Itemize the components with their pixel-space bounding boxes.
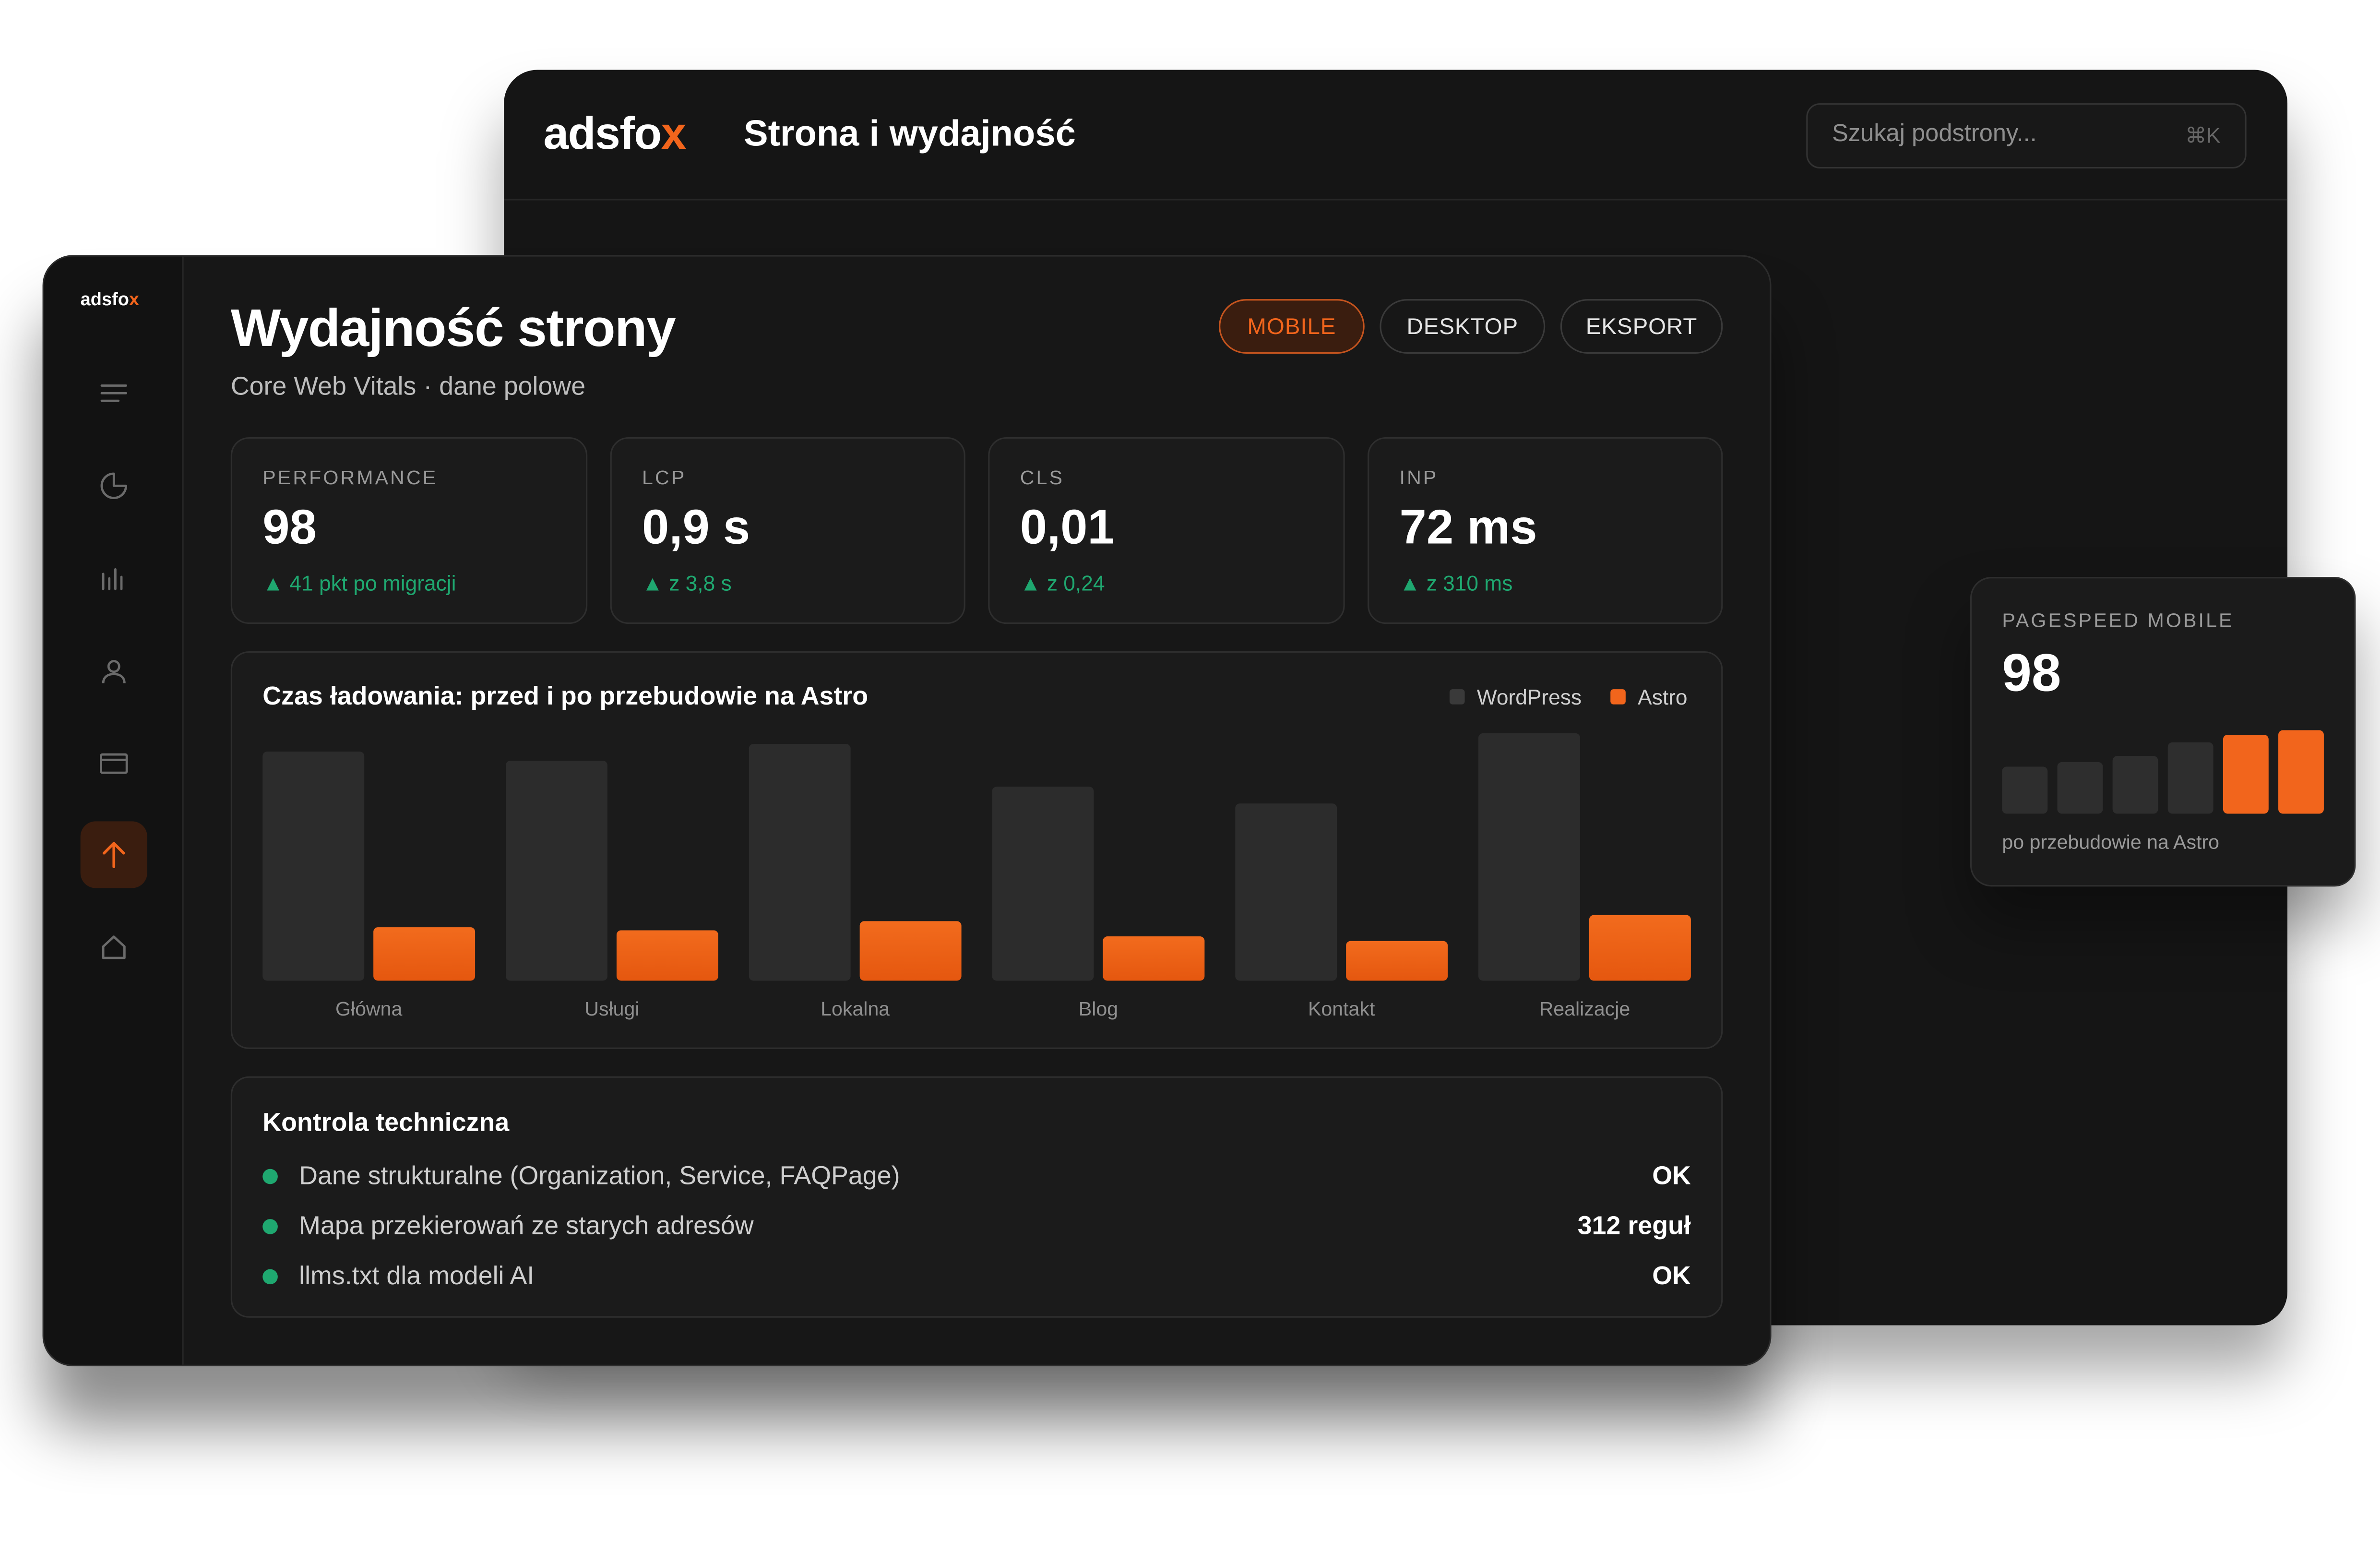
chart-title: Czas ładowania: przed i po przebudowie n… xyxy=(262,681,869,711)
page-subtitle: Core Web Vitals · dane polowe xyxy=(230,371,586,401)
kpi-label: LCP xyxy=(642,466,687,489)
background-window-header: adsfox Strona i wydajność Szukaj podstro… xyxy=(504,70,2288,201)
search-shortcut-hint: ⌘K xyxy=(2185,123,2221,147)
pagespeed-mini-bar xyxy=(2278,730,2324,814)
pagespeed-mini-bars xyxy=(2002,730,2324,814)
check-row: Dane strukturalne (Organization, Service… xyxy=(262,1159,1691,1195)
bar-astro-2 xyxy=(859,921,962,981)
menu-icon xyxy=(100,384,127,402)
load-time-bar-chart: Główna Usługi Lokalna Blog Kontakt Realizacje xyxy=(262,733,1691,1020)
mobile-button[interactable]: MOBILE xyxy=(1219,299,1365,354)
bar-astro-3 xyxy=(1103,936,1205,981)
kpi-card-performance: PERFORMANCE 98 ▲ 41 pkt po migracji xyxy=(230,437,588,624)
pagespeed-label: PAGESPEED MOBILE xyxy=(2002,609,2234,632)
adsfox-logo-small[interactable]: adsfox xyxy=(80,288,140,310)
bar-wordpress-0 xyxy=(262,752,365,981)
sidebar-item-performance[interactable] xyxy=(80,821,147,888)
legend-item-astro: Astro xyxy=(1610,684,1688,709)
check-label: Dane strukturalne (Organization, Service… xyxy=(299,1161,900,1190)
bar-wordpress-4 xyxy=(1235,803,1337,981)
kpi-delta: ▲ z 310 ms xyxy=(1399,571,1513,595)
sidebar-item-analytics[interactable] xyxy=(81,453,147,519)
sidebar-item-pages[interactable] xyxy=(81,730,147,797)
x-tick-label: Blog xyxy=(1079,998,1118,1020)
bar-wordpress-5 xyxy=(1478,733,1580,981)
bar-wordpress-1 xyxy=(505,761,607,981)
main-content: Wydajność strony Core Web Vitals · dane … xyxy=(182,257,1770,1365)
performance-window: adsfox Wydajność stro xyxy=(42,255,1772,1366)
kpi-card-inp: INP 72 ms ▲ z 310 ms xyxy=(1368,437,1723,624)
status-dot-icon xyxy=(262,1219,278,1234)
bar-wordpress-2 xyxy=(749,744,851,981)
search-placeholder: Szukaj podstrony... xyxy=(1832,121,2037,147)
bar-astro-5 xyxy=(1589,915,1691,981)
pagespeed-card: PAGESPEED MOBILE 98 po przebudowie na As… xyxy=(1970,577,2356,887)
pie-chart-icon xyxy=(100,472,127,499)
legend-swatch xyxy=(1610,689,1626,705)
search-input[interactable]: Szukaj podstrony... ⌘K xyxy=(1806,103,2247,169)
x-tick-label: Usługi xyxy=(584,998,639,1020)
browser-window-icon xyxy=(99,753,128,774)
pagespeed-mini-bar xyxy=(2167,742,2213,814)
user-icon xyxy=(102,660,126,683)
kpi-label: CLS xyxy=(1020,466,1065,489)
technical-checks-card: Kontrola techniczna Dane strukturalne (O… xyxy=(230,1076,1723,1318)
arrow-up-icon xyxy=(102,842,125,869)
legend-item-wordpress: WordPress xyxy=(1449,684,1582,709)
load-time-chart-card: Czas ładowania: przed i po przebudowie n… xyxy=(230,651,1723,1049)
pagespeed-score: 98 xyxy=(2002,644,2061,703)
legend-swatch xyxy=(1449,689,1465,705)
sidebar-item-menu[interactable] xyxy=(81,360,147,427)
sidebar: adsfox xyxy=(44,256,184,1365)
legend-label: Astro xyxy=(1638,684,1688,709)
home-icon xyxy=(102,935,126,959)
bar-chart-icon xyxy=(102,568,123,590)
x-tick-label: Główna xyxy=(335,998,403,1020)
legend-label: WordPress xyxy=(1476,684,1582,709)
pagespeed-mini-bar xyxy=(2057,762,2103,814)
page-title: Wydajność strony xyxy=(230,299,676,358)
kpi-value: 0,01 xyxy=(1020,499,1115,554)
kpi-label: PERFORMANCE xyxy=(262,466,438,489)
status-dot-icon xyxy=(262,1169,278,1184)
sidebar-item-home[interactable] xyxy=(81,914,147,980)
kpi-value: 0,9 s xyxy=(642,499,750,554)
sidebar-item-reports[interactable] xyxy=(81,545,147,612)
kpi-value: 72 ms xyxy=(1399,499,1537,554)
sidebar-item-users[interactable] xyxy=(81,638,147,705)
desktop-button[interactable]: DESKTOP xyxy=(1380,299,1546,354)
kpi-value: 98 xyxy=(262,499,317,554)
check-value: OK xyxy=(1652,1161,1691,1190)
pagespeed-mini-bar xyxy=(2002,766,2048,814)
kpi-card-cls: CLS 0,01 ▲ z 0,24 xyxy=(988,437,1345,624)
adsfox-logo-large[interactable]: adsfox xyxy=(543,109,686,160)
bar-astro-1 xyxy=(616,930,718,981)
check-value: OK xyxy=(1652,1261,1691,1290)
check-row: llms.txt dla modeli AI OK xyxy=(262,1258,1691,1295)
pagespeed-mini-bar xyxy=(2112,756,2158,814)
check-row: Mapa przekierowań ze starych adresów 312… xyxy=(262,1208,1691,1245)
kpi-delta: ▲ z 0,24 xyxy=(1020,571,1105,595)
check-label: Mapa przekierowań ze starych adresów xyxy=(299,1211,754,1241)
export-button[interactable]: EKSPORT xyxy=(1560,299,1723,354)
kpi-card-lcp: LCP 0,9 s ▲ z 3,8 s xyxy=(610,437,965,624)
bar-astro-0 xyxy=(373,927,476,981)
bar-astro-4 xyxy=(1346,941,1448,981)
check-label: llms.txt dla modeli AI xyxy=(299,1261,535,1290)
x-tick-label: Kontakt xyxy=(1308,998,1375,1020)
pagespeed-caption: po przebudowie na Astro xyxy=(2002,830,2220,853)
pagespeed-mini-bar xyxy=(2223,735,2269,814)
kpi-label: INP xyxy=(1399,466,1439,489)
x-tick-label: Realizacje xyxy=(1539,998,1630,1020)
kpi-delta: ▲ 41 pkt po migracji xyxy=(262,571,456,595)
status-dot-icon xyxy=(262,1269,278,1285)
checks-title: Kontrola techniczna xyxy=(262,1108,510,1137)
background-window-title: Strona i wydajność xyxy=(743,114,1076,155)
x-tick-label: Lokalna xyxy=(821,998,890,1020)
check-value: 312 reguł xyxy=(1577,1211,1691,1241)
kpi-delta: ▲ z 3,8 s xyxy=(642,571,732,595)
bar-wordpress-3 xyxy=(992,787,1094,981)
